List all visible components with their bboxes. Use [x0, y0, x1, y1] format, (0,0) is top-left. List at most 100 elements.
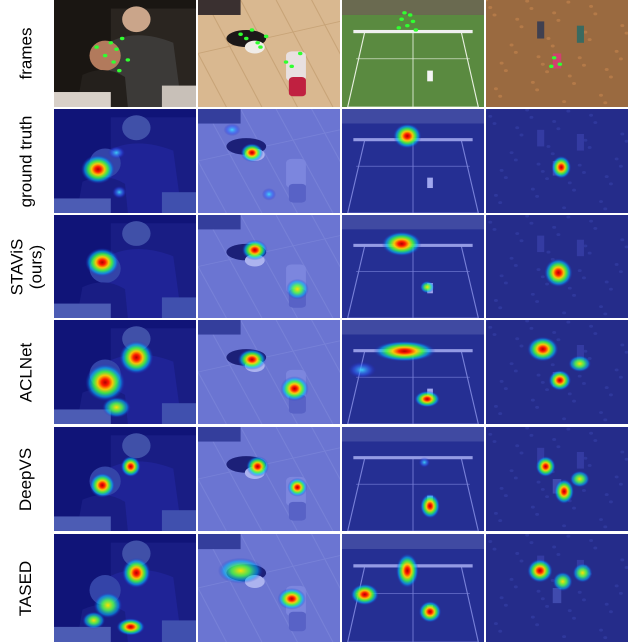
saliency-blob	[93, 592, 123, 619]
cell-tased-park-scene	[486, 534, 628, 642]
saliency-map	[54, 534, 196, 642]
cell-ground-truth-dog-scene	[198, 109, 340, 213]
saliency-blob	[102, 396, 131, 418]
saliency-blob	[240, 143, 264, 163]
saliency-blob	[420, 493, 440, 519]
saliency-blob	[119, 340, 154, 375]
video-frame	[198, 0, 340, 107]
saliency-blob	[287, 477, 308, 497]
saliency-blob	[527, 336, 559, 362]
cell-frames-dog-scene	[198, 0, 340, 107]
saliency-blob	[393, 123, 422, 149]
saliency-map	[486, 109, 628, 213]
fixation-dot	[396, 26, 402, 30]
fixation-dot	[102, 53, 108, 58]
cell-ground-truth-tennis-scene	[342, 109, 484, 213]
saliency-blob	[548, 369, 572, 391]
fixation-dot	[551, 56, 557, 60]
saliency-map	[198, 109, 340, 213]
fixation-dot	[413, 28, 419, 32]
cell-ground-truth-movie-scene	[54, 109, 196, 213]
fixation-dot	[297, 51, 303, 56]
fixation-dot	[410, 19, 416, 24]
saliency-blob	[80, 154, 116, 184]
cell-tased-movie-scene	[54, 534, 196, 642]
video-frame	[54, 0, 196, 107]
cell-tased-dog-scene	[198, 534, 340, 642]
saliency-map	[54, 215, 196, 318]
row-label-stavis: STAViS (ours)	[0, 215, 52, 318]
saliency-blob	[418, 600, 442, 623]
row-label-text: ACLNet	[16, 342, 36, 402]
fixation-dot	[407, 13, 413, 17]
row-label-text: DeepVS	[16, 447, 36, 511]
cell-stavis-dog-scene	[198, 215, 340, 318]
saliency-blob	[242, 239, 268, 261]
saliency-blob	[261, 188, 277, 201]
saliency-map	[54, 320, 196, 424]
fixation-dot	[238, 32, 243, 36]
fixation-dot	[549, 64, 554, 69]
fixation-dot	[255, 41, 260, 45]
row-label-deepvs: DeepVS	[0, 427, 52, 531]
fixation-dot	[111, 60, 116, 64]
saliency-blob	[569, 470, 590, 488]
saliency-map	[486, 534, 628, 642]
saliency-blob	[89, 472, 116, 498]
fixation-dot	[399, 17, 404, 21]
row-label-text: STAViS (ours)	[7, 238, 45, 295]
saliency-map	[54, 427, 196, 531]
cell-aclnet-tennis-scene	[342, 320, 484, 424]
saliency-blob	[552, 571, 573, 592]
saliency-map	[342, 109, 484, 213]
row-label-ground-truth: ground truth	[0, 109, 52, 213]
fixation-dot	[402, 11, 407, 15]
saliency-blob	[551, 155, 572, 179]
row-label-text: frames	[16, 27, 36, 80]
saliency-blob	[120, 456, 141, 477]
fixation-dot	[289, 64, 294, 69]
saliency-blob	[116, 618, 145, 636]
saliency-blob	[237, 349, 267, 370]
saliency-blob	[535, 456, 556, 477]
cell-stavis-movie-scene	[54, 215, 196, 318]
saliency-map	[342, 320, 484, 424]
saliency-blob	[280, 376, 309, 402]
saliency-blob	[107, 146, 125, 159]
saliency-map	[342, 534, 484, 642]
saliency-blob	[373, 340, 436, 362]
saliency-blob	[395, 553, 419, 588]
saliency-blob	[527, 558, 553, 583]
saliency-blob	[418, 457, 431, 468]
row-label-text: TASED	[16, 560, 36, 616]
fixation-dot	[108, 41, 114, 45]
row-label-tased: TASED	[0, 534, 52, 642]
cell-frames-tennis-scene	[342, 0, 484, 107]
saliency-blob	[246, 456, 269, 477]
fixation-dot	[283, 60, 289, 64]
saliency-blob	[223, 123, 241, 137]
fixation-dot	[557, 62, 563, 66]
cell-aclnet-park-scene	[486, 320, 628, 424]
cell-deepvs-movie-scene	[54, 427, 196, 531]
cell-frames-movie-scene	[54, 0, 196, 107]
saliency-blob	[381, 231, 422, 257]
saliency-blob	[554, 479, 575, 504]
saliency-map	[486, 320, 628, 424]
fixation-dot	[114, 47, 119, 51]
cell-aclnet-dog-scene	[198, 320, 340, 424]
saliency-blob	[544, 258, 573, 288]
saliency-map	[486, 215, 628, 318]
saliency-map	[198, 534, 340, 642]
row-label-frames: frames	[0, 0, 52, 107]
saliency-map	[198, 427, 340, 531]
saliency-blob	[350, 583, 379, 606]
saliency-map	[342, 215, 484, 318]
cell-tased-tennis-scene	[342, 534, 484, 642]
saliency-blob	[85, 247, 120, 277]
saliency-blob	[122, 557, 151, 588]
saliency-map	[54, 109, 196, 213]
fixation-dot	[263, 34, 269, 39]
saliency-blob	[286, 278, 309, 300]
